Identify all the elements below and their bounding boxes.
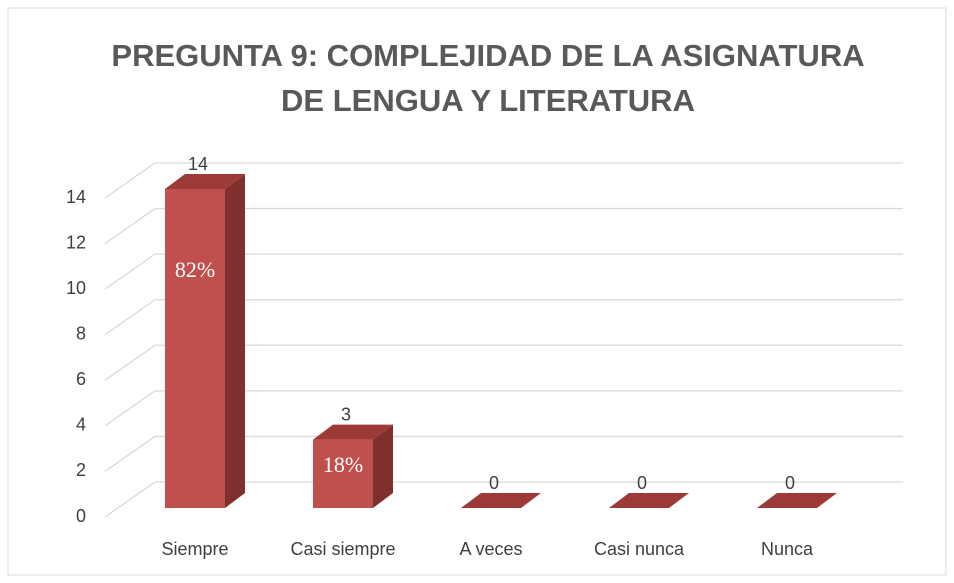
x-tick-label: Casi siempre [290, 539, 395, 559]
y-tick-label: 2 [76, 460, 86, 480]
bar [609, 493, 689, 508]
y-tick-label: 6 [76, 369, 86, 389]
grid-line [104, 390, 903, 427]
bar-front [165, 189, 225, 508]
x-tick-label: Siempre [161, 539, 228, 559]
grid-line [104, 481, 903, 518]
percent-label: 82% [175, 257, 215, 282]
bar-top [165, 174, 245, 189]
y-tick-label: 0 [76, 506, 86, 526]
y-tick-label: 10 [66, 278, 86, 298]
bar-top [461, 493, 541, 508]
data-label: 0 [489, 473, 499, 493]
chart-title: DE LENGUA Y LITERATURA [281, 83, 695, 118]
y-tick-label: 4 [76, 415, 86, 435]
chart-border [7, 7, 947, 576]
bar [461, 493, 541, 508]
data-label: 0 [637, 473, 647, 493]
x-tick-label: Casi nunca [594, 539, 685, 559]
grid-line [104, 299, 903, 336]
grid-line [104, 253, 903, 290]
data-label: 3 [341, 404, 351, 424]
grid-line [104, 207, 903, 245]
grid-line [104, 162, 903, 199]
bar-top [609, 493, 689, 508]
bar [313, 424, 393, 508]
bar-side [373, 424, 393, 508]
bar-top [313, 424, 393, 440]
bar-front [313, 439, 373, 508]
percent-label: 18% [323, 452, 363, 477]
grid-line [104, 344, 903, 381]
x-tick-label: A veces [459, 539, 522, 559]
bar [165, 174, 245, 508]
x-tick-label: Nunca [761, 539, 814, 559]
bar-top [757, 493, 837, 508]
bar [757, 493, 837, 508]
data-label: 0 [785, 473, 795, 493]
grid-line [104, 435, 903, 472]
bar-side [225, 174, 245, 508]
data-label: 14 [188, 154, 208, 174]
y-tick-label: 14 [66, 187, 86, 207]
y-tick-label: 12 [66, 232, 86, 252]
chart-title: PREGUNTA 9: COMPLEJIDAD DE LA ASIGNATURA [111, 38, 864, 73]
y-tick-label: 8 [76, 323, 86, 343]
